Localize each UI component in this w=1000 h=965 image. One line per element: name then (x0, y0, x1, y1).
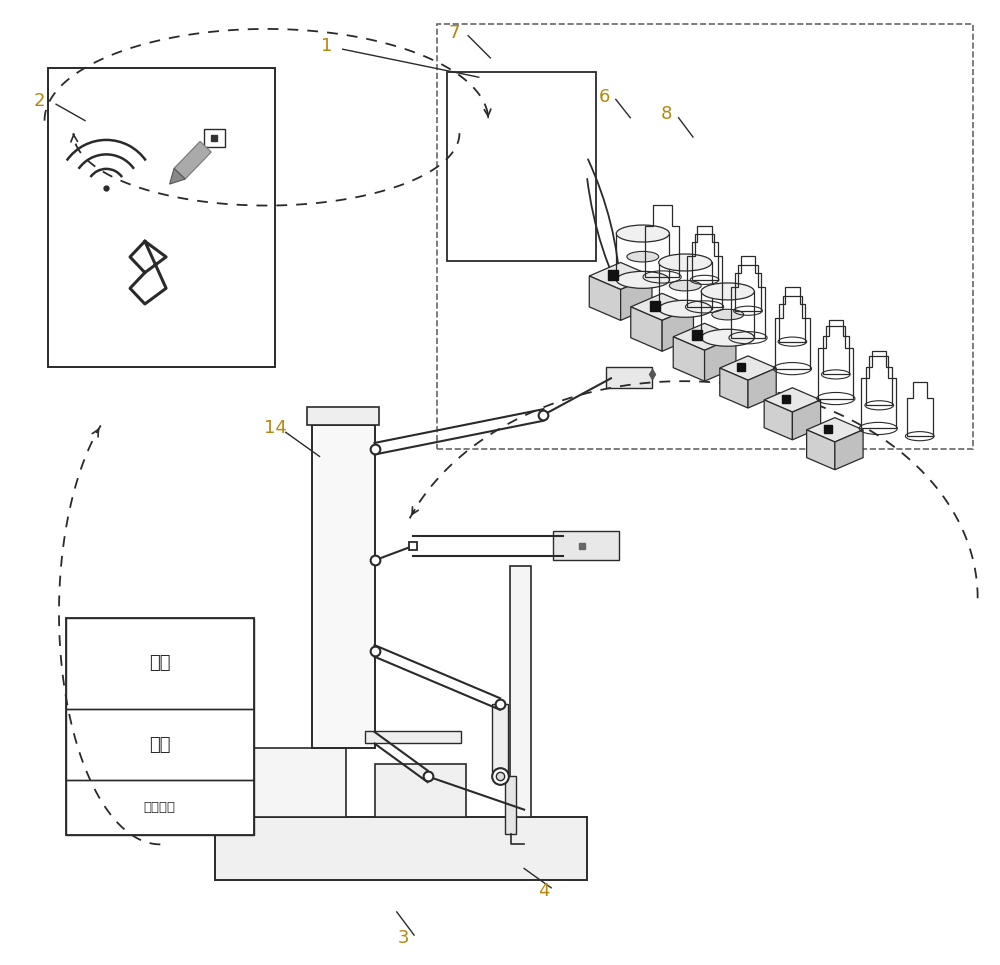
Polygon shape (764, 400, 792, 440)
Polygon shape (835, 429, 863, 470)
Bar (606, 367, 652, 388)
Bar (215, 817, 587, 880)
Ellipse shape (627, 252, 659, 262)
Ellipse shape (616, 225, 669, 242)
Ellipse shape (669, 280, 701, 291)
Bar (447, 72, 596, 261)
Bar (375, 764, 466, 817)
Ellipse shape (659, 254, 712, 271)
Polygon shape (720, 368, 748, 408)
Ellipse shape (712, 309, 744, 319)
Bar (204, 129, 225, 147)
Text: 控制: 控制 (149, 735, 171, 754)
Polygon shape (705, 337, 736, 381)
Text: 8: 8 (660, 105, 672, 123)
Bar (437, 24, 973, 449)
Polygon shape (662, 307, 693, 351)
Polygon shape (792, 400, 821, 440)
Bar (505, 776, 516, 834)
Text: 2: 2 (34, 93, 45, 110)
Bar (254, 748, 346, 817)
Text: 3: 3 (398, 929, 409, 947)
Ellipse shape (616, 271, 669, 289)
Ellipse shape (659, 300, 712, 317)
Ellipse shape (701, 283, 754, 300)
Polygon shape (621, 276, 652, 320)
Bar (312, 425, 375, 748)
Polygon shape (807, 429, 835, 470)
Bar (553, 532, 619, 561)
Bar (66, 708, 254, 781)
Text: 4: 4 (538, 882, 549, 899)
Text: 6: 6 (599, 88, 610, 105)
Bar (510, 566, 531, 817)
Bar (365, 731, 461, 743)
Text: 14: 14 (264, 420, 287, 437)
Polygon shape (748, 368, 776, 408)
Polygon shape (170, 168, 185, 184)
Polygon shape (631, 293, 693, 320)
Text: 安全模块: 安全模块 (144, 801, 176, 814)
Polygon shape (764, 388, 821, 412)
Polygon shape (631, 307, 662, 351)
Bar (66, 618, 254, 708)
Polygon shape (589, 276, 621, 320)
Bar (492, 704, 508, 772)
Polygon shape (174, 141, 211, 179)
Bar (66, 781, 254, 835)
Bar (307, 407, 379, 425)
Text: 1: 1 (321, 38, 332, 55)
Bar (48, 68, 275, 367)
Polygon shape (673, 337, 705, 381)
Polygon shape (673, 323, 736, 350)
Polygon shape (807, 418, 863, 442)
Polygon shape (589, 262, 652, 290)
Ellipse shape (701, 329, 754, 346)
Polygon shape (720, 356, 776, 380)
Text: 7: 7 (449, 24, 460, 41)
Text: 显示: 显示 (149, 654, 171, 673)
Bar (66, 618, 254, 835)
